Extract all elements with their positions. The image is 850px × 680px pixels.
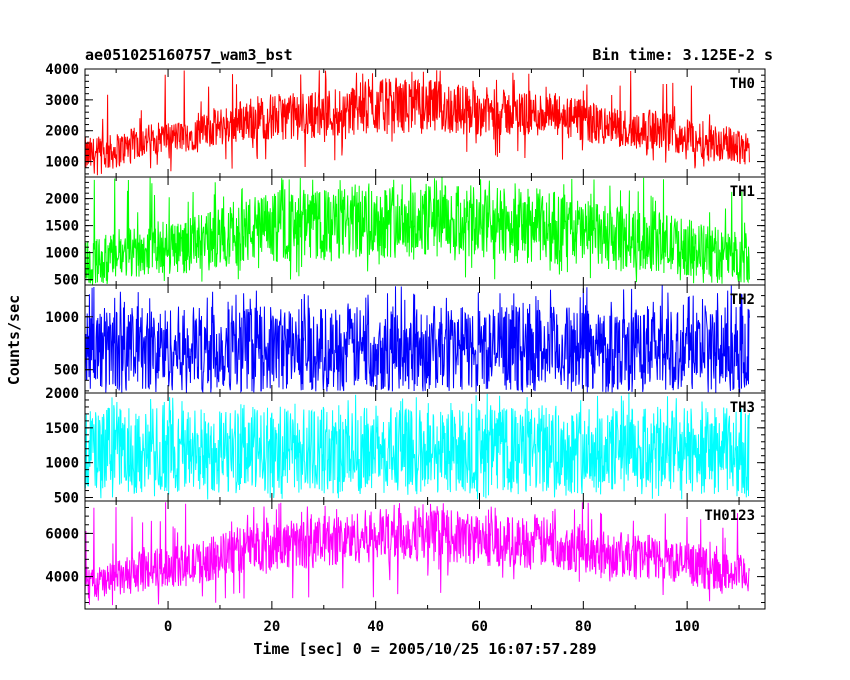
panel-th1: 500 1000 1500 2000 TH1 <box>45 176 766 289</box>
y-tick-label: 1500 <box>45 421 79 437</box>
x-tick-label: 0 <box>164 619 172 635</box>
panel-th2: 500 1000 TH2 <box>45 284 766 394</box>
series-label-th2: TH2 <box>730 292 755 308</box>
y-tick-label: 3000 <box>45 93 79 109</box>
panel-th0: 1000 2000 3000 4000 TH0 <box>45 62 766 178</box>
y-tick-label: 6000 <box>45 526 79 542</box>
series-label-th3: TH3 <box>730 400 755 416</box>
y-tick-label: 4000 <box>45 62 79 78</box>
x-tick-label: 100 <box>674 619 699 635</box>
y-tick-label: 500 <box>54 363 79 379</box>
x-tick-label: 40 <box>367 619 384 635</box>
panel-frame <box>84 500 766 610</box>
series-label-th0123: TH0123 <box>704 508 755 524</box>
x-tick-label: 60 <box>471 619 488 635</box>
y-tick-label: 1000 <box>45 246 79 262</box>
y-tick-label: 1000 <box>45 155 79 171</box>
x-axis-title: Time [sec] 0 = 2005/10/25 16:07:57.289 <box>253 640 596 658</box>
y-tick-label: 1000 <box>45 310 79 326</box>
series-trace-th2 <box>85 285 750 393</box>
y-tick-label: 500 <box>54 273 79 289</box>
series-trace-th0123 <box>85 502 750 606</box>
series-label-th1: TH1 <box>730 184 755 200</box>
y-tick-label: 2000 <box>45 386 79 402</box>
x-tick-label: 20 <box>263 619 280 635</box>
y-tick-label: 2000 <box>45 192 79 208</box>
y-tick-label: 2000 <box>45 124 79 140</box>
x-tick-label: 80 <box>575 619 592 635</box>
series-trace-th1 <box>85 177 750 285</box>
y-axis-title: Counts/sec <box>5 295 23 385</box>
panel-th0123: 4000 6000 TH0123 <box>45 500 766 610</box>
panel-th3: 500 1000 1500 2000 TH3 <box>45 386 766 507</box>
series-trace-th3 <box>85 393 750 500</box>
y-tick-label: 1000 <box>45 456 79 472</box>
bin-time-label: Bin time: 3.125E-2 s <box>592 46 773 64</box>
series-trace-th0 <box>85 70 750 176</box>
y-tick-label: 4000 <box>45 570 79 586</box>
y-tick-label: 1500 <box>45 219 79 235</box>
series-label-th0: TH0 <box>730 76 755 92</box>
chart-title: ae051025160757_wam3_bst <box>85 46 293 64</box>
y-tick-label: 500 <box>54 491 79 507</box>
